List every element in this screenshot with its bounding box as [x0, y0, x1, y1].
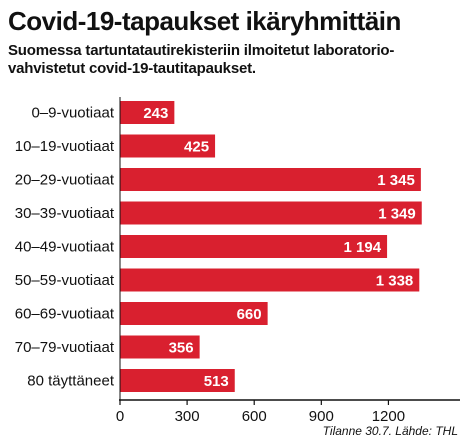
bar — [120, 335, 200, 359]
bar — [120, 268, 420, 292]
source-note: Tilanne 30.7. Lähde: THL — [322, 424, 458, 438]
subtitle-line-1: Suomessa tartuntatautirekisteriin ilmoit… — [8, 42, 395, 59]
category-label: 0–9-vuotiaat — [31, 105, 114, 122]
bar — [120, 235, 388, 258]
x-tick-label: 900 — [309, 408, 334, 425]
value-label: 513 — [204, 373, 229, 390]
value-label: 1 349 — [378, 206, 416, 223]
value-label: 1 194 — [344, 239, 382, 256]
x-tick-label: 1200 — [372, 408, 405, 425]
category-label: 30–39-vuotiaat — [15, 205, 115, 222]
value-label: 1 345 — [377, 172, 415, 189]
bars-layer: 0–9-vuotiaat 243 10–19-vuotiaat 425 20–29-vu… — [15, 101, 422, 392]
x-tick-label: 0 — [116, 408, 124, 425]
value-label: 243 — [143, 105, 168, 122]
bar — [120, 134, 216, 158]
bar — [120, 201, 422, 225]
value-label: 356 — [169, 340, 194, 357]
category-label: 40–49-vuotiaat — [15, 239, 115, 256]
category-label: 20–29-vuotiaat — [15, 172, 115, 189]
x-tick-label: 300 — [175, 408, 200, 425]
category-label: 10–19-vuotiaat — [15, 138, 115, 155]
category-label: 60–69-vuotiaat — [15, 306, 115, 323]
bar — [120, 302, 268, 325]
chart-subtitle: Suomessa tartuntatautirekisteriin ilmoit… — [8, 42, 463, 78]
subtitle-line-2: vahvistetut covid-19-tautitapaukset. — [8, 60, 256, 77]
category-label: 50–59-vuotiaat — [15, 272, 115, 289]
bar — [120, 369, 235, 392]
category-label: 70–79-vuotiaat — [15, 339, 115, 356]
bar — [120, 101, 175, 124]
chart-title: Covid-19-tapaukset ikäryhmittäin — [8, 6, 401, 36]
value-label: 660 — [237, 306, 262, 323]
category-label: 80 täyttäneet — [27, 373, 115, 390]
value-label: 1 338 — [376, 273, 414, 290]
x-axis: 0 300 600 900 1200 — [116, 97, 460, 425]
bar — [120, 168, 421, 191]
x-tick-label: 600 — [242, 408, 267, 425]
value-label: 425 — [184, 139, 209, 156]
